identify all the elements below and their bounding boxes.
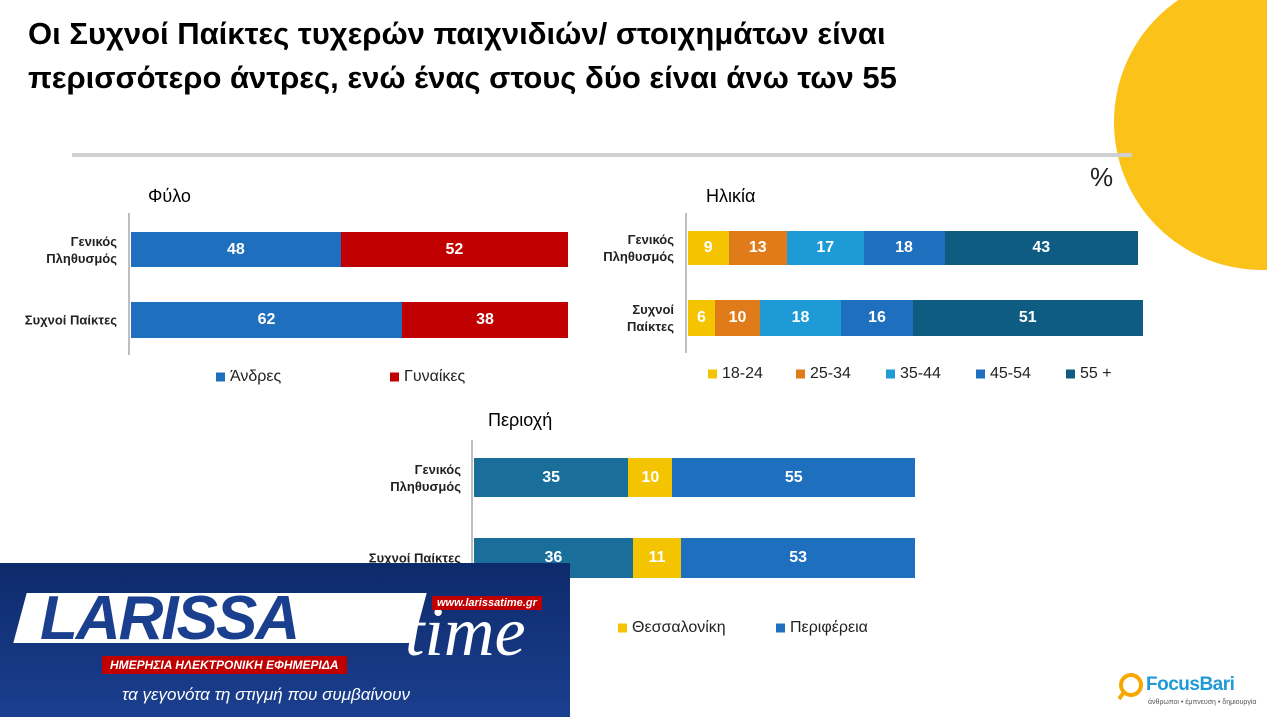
legend-label: Άνδρες (230, 368, 282, 385)
logo-name: FocusBari (1146, 674, 1235, 695)
bar-segment (787, 231, 864, 265)
legend-swatch (708, 369, 717, 379)
bar-segment (715, 300, 760, 336)
slide-title: Οι Συχνοί Παίκτες τυχερών παιχνιδιών/ στ… (28, 16, 897, 95)
logo-icon (1118, 673, 1143, 701)
value-label: 18 (791, 309, 810, 326)
legend-swatch (618, 623, 627, 633)
bar-segment (340, 232, 568, 267)
bar-segment (401, 302, 568, 338)
value-label: 52 (445, 240, 464, 258)
unit: % (1090, 162, 1114, 192)
value-label: 10 (641, 468, 660, 486)
bar-segment (688, 300, 715, 336)
legend-label: 25-34 (810, 365, 851, 382)
deco-circle (1114, 0, 1267, 270)
value-label: 51 (1018, 309, 1037, 326)
legend-label: Γυναίκες (404, 368, 466, 385)
value-label: 43 (1032, 239, 1051, 256)
category-label: Συχνοί Παίκτες (368, 550, 461, 566)
chart-title: Φύλο (148, 186, 191, 206)
legend-label: Θεσσαλονίκη (632, 619, 726, 636)
value-label: 16 (868, 309, 886, 326)
focusbari-logo: FocusBari άνθρωποι • έμπνευση • δημιουργ… (1118, 672, 1258, 712)
legend-swatch (776, 623, 785, 633)
legend-label: 55 + (1080, 365, 1112, 382)
value-label: 48 (226, 240, 245, 258)
value-label: 36 (544, 549, 563, 566)
category-label: Γενικός Πληθυσμός (603, 232, 674, 264)
category-label: Γενικός Πληθυσμός (390, 461, 461, 494)
bar-segment (688, 231, 729, 265)
bar-segment (728, 231, 787, 265)
legend-swatch (796, 369, 805, 379)
axis-line (471, 440, 473, 590)
legend-label: 35-44 (900, 365, 941, 382)
value-label: 10 (728, 309, 747, 326)
legend-swatch (216, 372, 225, 382)
value-label: 35 (542, 468, 561, 486)
legend-label: 18-24 (722, 365, 763, 382)
legend-label: 45-54 (990, 365, 1031, 382)
category-label: Συχνοί Παίκτες (24, 312, 117, 328)
watermark-banner: LARISSA time www.larissatime.gr ΗΜΕΡΗΣΙΑ… (0, 563, 570, 717)
legend-swatch (390, 372, 399, 382)
slogan: τα γεγονότα τη στιγμή που συμβαίνουν (122, 685, 411, 704)
value-label: 62 (257, 311, 276, 328)
legend-label: Περιφέρεια (790, 619, 868, 636)
value-label: 11 (648, 549, 666, 566)
url: www.larissatime.gr (432, 596, 542, 610)
legend-swatch (1066, 369, 1075, 379)
tagline: ΗΜΕΡΗΣΙΑ ΗΛΕΚΤΡΟΝΙΚΗ ΕΦΗΜΕΡΙΔΑ (102, 656, 347, 674)
bar-segment (131, 302, 402, 338)
bar-segment (681, 538, 915, 578)
chart-title: Περιοχή (488, 410, 553, 430)
value-label: 9 (703, 239, 713, 256)
value-label: 17 (816, 239, 835, 256)
value-label: 13 (748, 239, 767, 256)
bar-segment (760, 300, 841, 336)
bar-segment (474, 458, 629, 497)
axis-line (128, 213, 130, 355)
logo-motto: άνθρωποι • έμπνευση • δημιουργία (1148, 699, 1257, 706)
value-label: 6 (697, 309, 706, 326)
bar-segment (632, 538, 682, 578)
bar-segment (913, 300, 1143, 336)
bar-segment (841, 300, 913, 336)
brand-left: LARISSA (40, 584, 300, 653)
bar-segment (944, 231, 1138, 265)
value-label: 55 (784, 468, 803, 486)
value-label: 38 (476, 311, 494, 328)
legend-swatch (886, 369, 895, 379)
category-label: Συχνοί Παίκτες (627, 302, 674, 334)
legend-swatch (976, 369, 985, 379)
value-label: 53 (789, 549, 808, 566)
value-label: 18 (895, 239, 913, 256)
axis-line (685, 213, 687, 353)
bar-segment (863, 231, 945, 265)
chart-title: Ηλικία (706, 186, 756, 206)
bar-segment (628, 458, 673, 497)
bar-segment (131, 232, 341, 267)
bar-segment (672, 458, 915, 497)
category-label: Γενικός Πληθυσμός (46, 233, 117, 266)
